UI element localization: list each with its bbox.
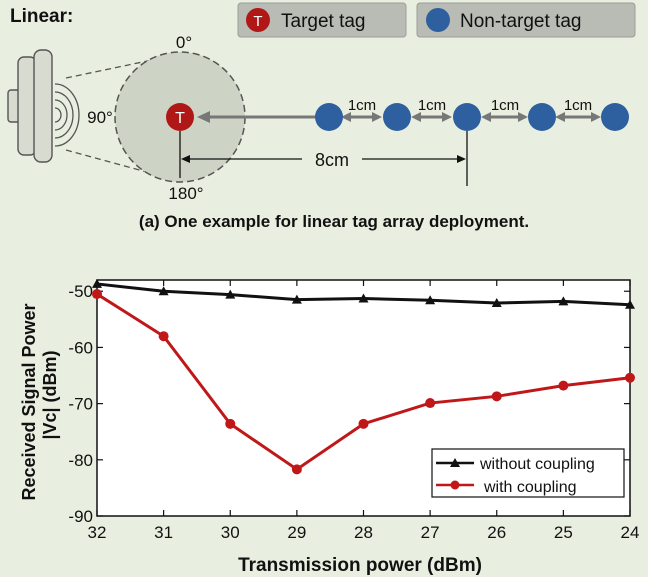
spacing-label-3: 1cm [491,97,519,114]
diagram-heading: Linear: [10,6,73,27]
x-tick-label: 28 [354,523,373,542]
data-point [558,296,569,306]
x-tick-label: 25 [554,523,573,542]
legend-label-without: without coupling [479,456,595,473]
spacing-label-1: 1cm [348,97,376,114]
angle-180-label: 180° [168,184,203,203]
data-point [491,391,502,402]
data-point [558,380,569,391]
x-tick-label: 29 [287,523,306,542]
y-tick-label: -50 [68,282,93,301]
x-tick-label: 32 [88,523,107,542]
y-ticks: -50 -60 -70 -80 -90 [68,282,630,526]
legend-marker-with [450,480,460,490]
nontarget-tag-4 [528,103,556,131]
y-tick-label: -70 [68,395,93,414]
nontarget-tag-3 [453,103,481,131]
data-point [425,398,436,409]
y-axis-label-line2: |Vc| (dBm) [40,350,60,439]
legend-target-marker [246,8,270,32]
target-tag [166,103,194,131]
spacing-label-2: 1cm [418,97,446,114]
y-tick-label: -60 [68,338,93,357]
data-point [491,298,502,308]
angle-90-label: 90° [87,108,113,127]
nontarget-tag-2 [383,103,411,131]
legend-target-box [237,2,407,38]
diagram-caption: (a) One example for linear tag array dep… [139,212,529,231]
target-tag-label: T [175,110,185,127]
x-tick-label: 31 [154,523,173,542]
y-tick-label: -80 [68,451,93,470]
data-point [158,331,169,342]
angle-0-label: 0° [176,33,192,52]
data-point [425,295,436,305]
data-point [358,293,369,303]
data-point [291,464,302,475]
legend-marker-without [450,458,460,467]
data-point [92,278,102,288]
legend-nontarget-box [416,2,636,38]
reader-antenna-icon [7,49,80,163]
legend-target-marker-label: T [253,13,262,30]
distance-arrow-right [457,155,466,163]
y-tick-label: -90 [68,507,93,526]
legend-nontarget-label: Non-target tag [460,11,581,32]
x-tick-label: 27 [421,523,440,542]
x-tick-label: 26 [487,523,506,542]
legend-label-with: with coupling [483,479,577,496]
x-axis-label: Transmission power (dBm) [238,555,482,576]
x-ticks: 32 31 30 29 28 27 26 25 24 [88,280,640,542]
chart-legend [431,448,625,498]
data-point [625,299,635,309]
spacing-arrows [341,112,601,122]
legend-target-label: Target tag [281,11,366,32]
legend-nontarget-marker [426,8,450,32]
data-point [225,289,236,299]
distance-arrow-left [181,155,190,163]
data-point [358,418,369,429]
data-point [158,286,169,296]
data-point [625,372,635,383]
data-point [225,418,236,429]
nontarget-tag-5 [601,103,629,131]
distance-label: 8cm [315,150,349,170]
deployment-diagram: Linear: T Target tag Non-target tag 0° 9… [7,2,636,231]
chart: -50 -60 -70 -80 -90 32 31 30 29 28 27 26 25 24 witho… [19,278,640,576]
x-tick-label: 30 [221,523,240,542]
nontarget-tag-1 [315,103,343,131]
array-arrowhead [197,111,210,123]
spacing-label-4: 1cm [564,97,592,114]
data-point [92,289,102,300]
series-group [92,278,635,475]
y-axis-label-line1: Received Signal Power [19,303,39,500]
data-point [291,294,302,304]
x-tick-label: 24 [621,523,640,542]
